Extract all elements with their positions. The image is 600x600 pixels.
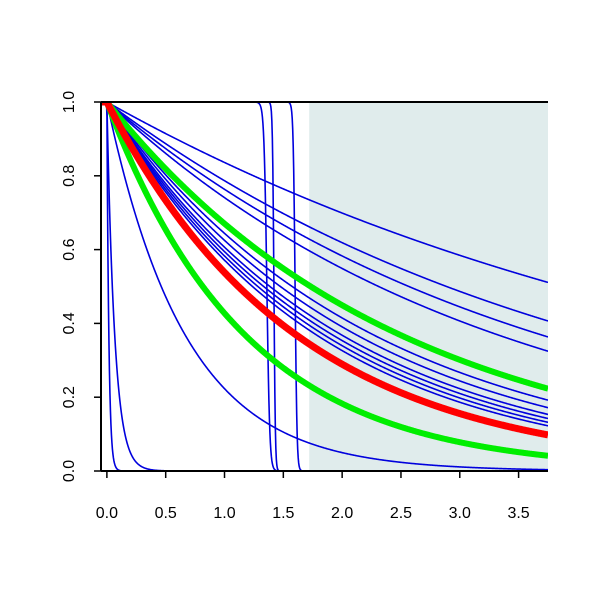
series-line-blue-10 bbox=[101, 102, 548, 427]
series-line-blue-3 bbox=[101, 102, 548, 338]
x-tick-label: 1.0 bbox=[213, 505, 235, 522]
y-tick-label: 0.8 bbox=[61, 165, 78, 187]
x-tick-label: 1.5 bbox=[272, 505, 294, 522]
series-line-blue-11 bbox=[101, 102, 548, 471]
x-tick-label: 0.0 bbox=[96, 505, 118, 522]
y-tick-label: 0.6 bbox=[61, 238, 78, 260]
x-tick-label: 2.5 bbox=[390, 505, 412, 522]
series-line-blue-9 bbox=[101, 102, 548, 424]
series-line-green-18 bbox=[101, 102, 548, 459]
series-line-red-19 bbox=[101, 102, 548, 439]
y-tick-label: 1.0 bbox=[61, 91, 78, 113]
y-tick-label: 0.2 bbox=[61, 386, 78, 408]
y-tick-label: 0.4 bbox=[61, 312, 78, 334]
series-line-green-17 bbox=[101, 102, 548, 392]
y-tick-label: 0.0 bbox=[61, 460, 78, 482]
series-line-blue-7 bbox=[101, 102, 548, 416]
series-line-blue-2 bbox=[101, 102, 548, 322]
x-tick-label: 3.0 bbox=[449, 505, 471, 522]
shaded-region bbox=[309, 102, 548, 471]
x-tick-label: 0.5 bbox=[155, 505, 177, 522]
series-line-blue-1 bbox=[101, 102, 548, 284]
x-tick-label: 2.0 bbox=[331, 505, 353, 522]
x-tick-label: 3.5 bbox=[507, 505, 529, 522]
series-line-blue-5 bbox=[101, 102, 548, 401]
series-line-blue-6 bbox=[101, 102, 548, 409]
series-line-blue-8 bbox=[101, 102, 548, 420]
series-line-blue-4 bbox=[101, 102, 548, 352]
